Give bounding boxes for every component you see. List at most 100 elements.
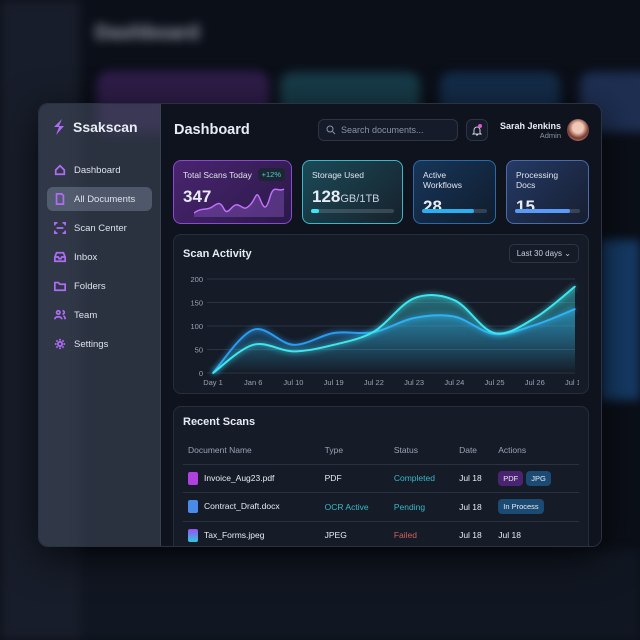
data-point [292, 344, 295, 346]
x-tick-label: Jul 19 [324, 378, 344, 387]
table-row[interactable]: Invoice_Aug23.pdf PDF Completed Jul 18 PDF JP… [183, 464, 579, 493]
data-point [292, 350, 295, 353]
scan-activity-chart: 0 50 100 150 200 Day 1 Jan 6 Jul 10 Jul 19 Jul 22… [190, 275, 585, 387]
storage-progress [311, 209, 394, 213]
data-point [574, 285, 576, 288]
document-name[interactable]: Contract_Draft.docx [204, 501, 280, 511]
sidebar-item-inbox[interactable]: Inbox [47, 245, 152, 269]
document-date: Jul 18 [454, 521, 494, 546]
table-row[interactable]: Tax_Forms.jpeg JPEG Failed Jul 18 Jul 18 [183, 521, 579, 546]
sparkline [194, 188, 285, 217]
column-header: Date [454, 436, 494, 465]
data-point [252, 344, 255, 346]
data-point [533, 317, 536, 319]
data-point [493, 332, 496, 334]
recent-scans-panel: Recent Scans Document Name Type Status Date… [173, 406, 589, 546]
document-date: Jul 18 [454, 492, 494, 522]
panel-title: Scan Activity [183, 247, 252, 260]
sidebar-item-scan-center[interactable]: Scan Center [47, 216, 152, 240]
action-in-process-button[interactable]: In Process [498, 499, 544, 515]
status-badge: Completed [388, 464, 455, 493]
document-type: JPEG [319, 521, 389, 546]
inbox-icon [54, 251, 66, 263]
range-value: Last 30 days [516, 249, 563, 258]
column-header: Status [388, 436, 455, 465]
notifications-button[interactable] [465, 119, 488, 141]
folder-icon [54, 281, 66, 292]
sidebar-item-label: Team [74, 309, 98, 321]
user-info[interactable]: Sarah Jenkins Admin [500, 121, 561, 140]
scan-activity-panel: Scan Activity Last 30 days ⌄ 0 50 100 150 20… [173, 234, 589, 394]
stat-value: 28 [423, 197, 442, 216]
stat-storage[interactable]: Storage Used 128GB/1TB [302, 160, 403, 224]
trend-badge: +12% [257, 168, 285, 181]
action-jpg-button[interactable]: JPG [526, 470, 551, 486]
scan-icon [54, 222, 66, 234]
home-icon [54, 164, 66, 176]
avatar[interactable] [567, 119, 589, 141]
search-input[interactable]: Search documents... [317, 119, 458, 141]
gear-icon [54, 338, 66, 350]
data-point [332, 344, 335, 346]
stat-workflows[interactable]: Active Workflows 28 [413, 160, 496, 224]
action-pdf-button[interactable]: PDF [498, 470, 524, 486]
document-name[interactable]: Invoice_Aug23.pdf [204, 472, 275, 483]
sidebar-item-label: Inbox [74, 251, 98, 263]
sidebar: Ssakscan Dashboard All Documents Scan Cent… [39, 104, 161, 546]
user-name: Sarah Jenkins [499, 120, 561, 131]
stat-label: Total Scans Today [183, 170, 252, 180]
status-badge: Failed [388, 521, 455, 546]
stat-total-scans[interactable]: Total Scans Today +12% 347 [173, 160, 292, 224]
stat-value: 15 [516, 197, 535, 216]
x-tick-label: Jul 18 [565, 378, 579, 387]
processing-progress [515, 209, 580, 213]
chevron-down-icon: ⌄ [564, 249, 571, 258]
main-content: Dashboard Search documents... Sarah Jenk… [161, 104, 601, 546]
stat-label: Storage Used [312, 170, 364, 180]
series-area [213, 286, 575, 373]
search-placeholder: Search documents... [340, 125, 424, 135]
sidebar-item-all-documents[interactable]: All Documents [47, 187, 152, 211]
document-type: OCR Active [319, 492, 389, 522]
workflows-progress [422, 209, 487, 213]
stat-label: Active Workflows [423, 170, 463, 190]
x-tick-label: Day 1 [203, 378, 223, 387]
series-line [212, 285, 576, 374]
y-tick-label: 200 [190, 275, 203, 284]
sidebar-item-label: Scan Center [74, 222, 127, 234]
logo[interactable]: Ssakscan [51, 118, 148, 136]
stat-processing[interactable]: Processing Docs 15 [506, 160, 589, 224]
app-name: Ssakscan [73, 119, 138, 135]
team-icon [54, 309, 66, 320]
range-dropdown[interactable]: Last 30 days ⌄ [508, 244, 579, 263]
column-header: Type [319, 436, 389, 465]
x-tick-label: Jul 25 [485, 378, 505, 387]
logo-icon [54, 119, 64, 135]
stat-unit: GB/1TB [340, 193, 380, 205]
x-tick-label: Jul 23 [404, 378, 424, 387]
status-badge: Pending [388, 492, 455, 522]
x-tick-label: Jan 6 [244, 378, 262, 387]
data-point [413, 297, 415, 300]
x-tick-label: Jul 24 [444, 378, 464, 387]
file-icon [188, 471, 198, 485]
document-icon [55, 193, 65, 205]
action-text: Jul 18 [498, 530, 521, 541]
document-type: PDF [319, 464, 389, 493]
document-name[interactable]: Tax_Forms.jpeg [204, 529, 265, 540]
y-tick-label: 50 [195, 346, 203, 355]
column-header: Document Name [183, 436, 320, 465]
notification-dot [477, 124, 482, 128]
sidebar-item-label: Dashboard [74, 164, 121, 176]
x-tick-label: Jul 26 [525, 378, 545, 387]
sidebar-item-dashboard[interactable]: Dashboard [47, 158, 152, 182]
sidebar-item-folders[interactable]: Folders [47, 274, 152, 298]
sidebar-item-team[interactable]: Team [47, 303, 152, 327]
sidebar-item-label: All Documents [74, 193, 136, 205]
panel-title: Recent Scans [183, 416, 256, 428]
table-row[interactable]: Contract_Draft.docx OCR Active Pending Jul … [183, 492, 579, 522]
data-point [252, 328, 255, 331]
recent-scans-table: Document Name Type Status Date Actions Invoi… [183, 436, 579, 546]
data-point [332, 332, 335, 334]
sidebar-item-settings[interactable]: Settings [47, 332, 152, 356]
